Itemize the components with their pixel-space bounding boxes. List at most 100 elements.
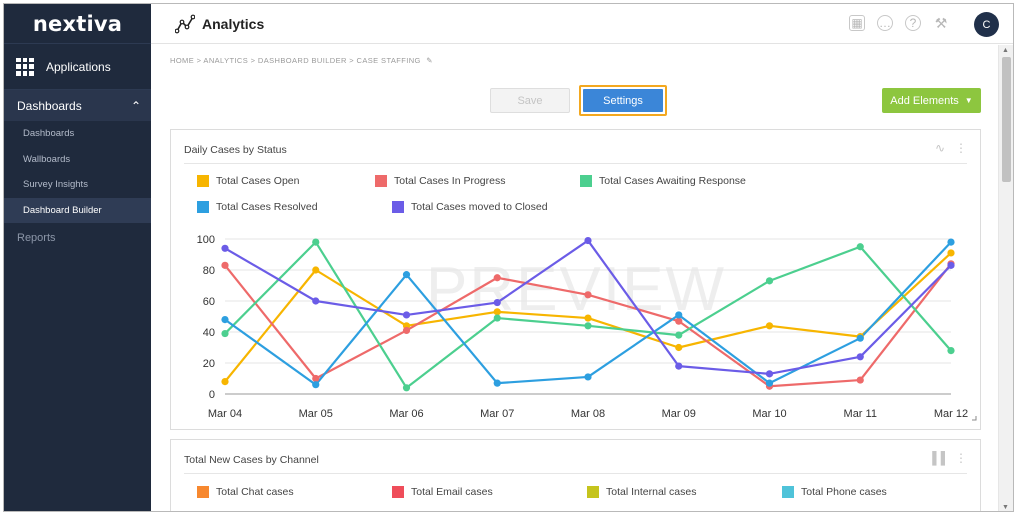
legend-label: Total Cases Resolved: [216, 201, 318, 213]
sidebar-item-reports[interactable]: Reports: [4, 223, 151, 253]
data-point-total-cases-awaiting-response: [765, 277, 774, 285]
resize-handle-icon: [972, 416, 977, 421]
legend-swatch: [392, 201, 404, 213]
top-bar: Analytics ▦ … ? ⚒ C: [151, 4, 1013, 44]
data-point-total-cases-open: [947, 249, 955, 257]
y-tick-label: 60: [203, 296, 215, 308]
sidebar-item-label: Wallboards: [23, 153, 71, 165]
sidebar-item-dashboards[interactable]: Dashboards: [4, 121, 151, 147]
data-point-total-cases-resolved: [947, 238, 955, 246]
legend-item-total-chat-cases[interactable]: Total Chat cases: [197, 486, 294, 498]
data-point-total-cases-resolved: [856, 334, 864, 342]
chevron-up-icon: ⌃: [130, 98, 141, 113]
data-point-total-cases-moved-to-closed: [856, 353, 864, 361]
data-point-total-cases-moved-to-closed: [584, 236, 592, 245]
scroll-thumb[interactable]: [1002, 57, 1011, 182]
sidebar-item-wallboards[interactable]: Wallboards: [4, 147, 151, 173]
more-vertical-icon[interactable]: ⋮: [955, 451, 967, 465]
data-point-total-cases-awaiting-response: [402, 384, 411, 392]
data-point-total-cases-resolved: [312, 381, 320, 389]
edit-pencil-icon[interactable]: ✎: [426, 56, 433, 65]
page-title: Analytics: [202, 15, 265, 32]
y-tick-label: 100: [197, 234, 215, 246]
data-point-total-cases-in-progress: [856, 376, 864, 384]
legend-item-total-cases-moved-to-closed[interactable]: Total Cases moved to Closed: [392, 201, 548, 213]
data-point-total-cases-in-progress: [675, 317, 683, 325]
x-tick-label: Mar 07: [480, 408, 514, 420]
add-elements-button[interactable]: Add Elements ▼: [882, 88, 981, 113]
data-point-total-cases-open: [493, 308, 501, 316]
data-point-total-cases-in-progress: [221, 261, 229, 269]
x-tick-label: Mar 10: [752, 408, 786, 420]
data-point-total-cases-awaiting-response: [947, 347, 955, 355]
sidebar: nextiva Applications Dashboards ⌃ Dashbo…: [4, 4, 151, 511]
dashboards-section-toggle[interactable]: Dashboards ⌃: [4, 90, 151, 121]
chat-icon[interactable]: …: [877, 15, 893, 31]
data-point-total-cases-resolved: [402, 271, 411, 279]
legend-item-total-cases-awaiting-response[interactable]: Total Cases Awaiting Response: [580, 175, 746, 187]
x-tick-label: Mar 08: [571, 408, 605, 420]
settings-button[interactable]: Settings: [583, 89, 663, 112]
y-tick-label: 20: [203, 358, 215, 370]
apps-grid-icon: [16, 57, 34, 76]
legend-item-total-cases-open[interactable]: Total Cases Open: [197, 175, 299, 187]
save-button[interactable]: Save: [490, 88, 570, 113]
legend-item-total-cases-resolved[interactable]: Total Cases Resolved: [197, 201, 318, 213]
nextiva-logo[interactable]: nextiva: [4, 4, 151, 44]
data-point-total-cases-resolved: [221, 316, 229, 324]
wrench-icon[interactable]: ⚒: [934, 14, 948, 31]
breadcrumb-text[interactable]: HOME > ANALYTICS > DASHBOARD BUILDER > C…: [170, 56, 421, 65]
applications-menu[interactable]: Applications: [4, 44, 151, 90]
data-point-total-cases-resolved: [584, 373, 592, 381]
data-point-total-cases-awaiting-response: [221, 329, 229, 338]
data-point-total-cases-moved-to-closed: [312, 297, 320, 305]
y-tick-label: 80: [203, 265, 215, 277]
data-point-total-cases-awaiting-response: [584, 322, 592, 330]
data-point-total-cases-moved-to-closed: [947, 261, 955, 269]
data-point-total-cases-moved-to-closed: [493, 298, 501, 307]
x-tick-label: Mar 04: [208, 408, 242, 420]
legend-item-total-email-cases[interactable]: Total Email cases: [392, 486, 493, 498]
data-point-total-cases-open: [584, 314, 592, 322]
legend-label: Total Cases In Progress: [394, 175, 506, 187]
data-point-total-cases-moved-to-closed: [675, 362, 683, 370]
sidebar-item-survey-insights[interactable]: Survey Insights: [4, 172, 151, 198]
page-scrollbar[interactable]: ▲ ▼: [998, 45, 1013, 511]
x-tick-label: Mar 05: [299, 408, 333, 420]
sidebar-item-dashboard-builder[interactable]: Dashboard Builder: [4, 197, 151, 223]
scroll-up-icon[interactable]: ▲: [1002, 47, 1009, 54]
daily-cases-card: Daily Cases by Status ∿ ⋮ Total Cases Op…: [170, 129, 981, 430]
data-point-total-cases-in-progress: [584, 291, 592, 299]
legend-swatch: [197, 201, 209, 213]
data-point-total-cases-awaiting-response: [493, 314, 501, 322]
x-tick-label: Mar 06: [389, 408, 423, 420]
bar-chart-icon[interactable]: ▐▐: [927, 451, 945, 465]
legend-item-total-internal-cases[interactable]: Total Internal cases: [587, 486, 696, 498]
dashboards-section-label: Dashboards: [17, 98, 82, 113]
legend-swatch: [197, 486, 209, 498]
more-vertical-icon[interactable]: ⋮: [955, 141, 967, 155]
legend-item-total-phone-cases[interactable]: Total Phone cases: [782, 486, 887, 498]
legend-label: Total Email cases: [411, 486, 493, 498]
caret-down-icon: ▼: [964, 96, 973, 105]
data-point-total-cases-open: [675, 343, 683, 352]
data-point-total-cases-in-progress: [493, 274, 501, 282]
data-point-total-cases-open: [221, 378, 229, 386]
legend-swatch: [782, 486, 794, 498]
legend-swatch: [580, 175, 592, 187]
y-tick-label: 0: [209, 389, 215, 401]
line-chart-icon[interactable]: ∿: [934, 141, 945, 155]
scroll-down-icon[interactable]: ▼: [1002, 504, 1009, 511]
data-point-total-cases-moved-to-closed: [765, 370, 774, 378]
legend-item-total-cases-in-progress[interactable]: Total Cases In Progress: [375, 175, 505, 187]
app-window: nextiva Applications Dashboards ⌃ Dashbo…: [3, 3, 1014, 512]
avatar[interactable]: C: [974, 12, 999, 37]
y-tick-label: 40: [203, 327, 215, 339]
help-icon[interactable]: ?: [905, 15, 921, 31]
sidebar-item-label: Reports: [17, 232, 56, 244]
card-title: Daily Cases by Status: [184, 144, 287, 156]
calendar-icon[interactable]: ▦: [849, 15, 865, 31]
x-tick-label: Mar 11: [844, 408, 877, 420]
data-point-total-cases-resolved: [765, 379, 774, 387]
